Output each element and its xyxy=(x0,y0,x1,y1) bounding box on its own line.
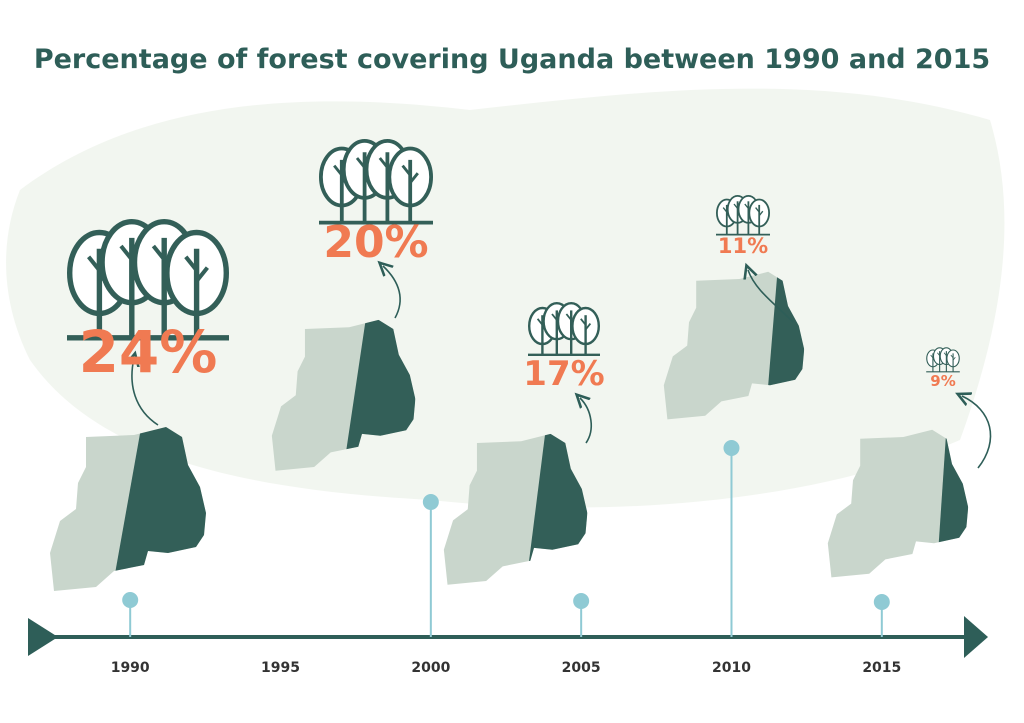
chart-title: Percentage of forest covering Uganda bet… xyxy=(33,44,991,75)
marker-dot xyxy=(422,494,439,510)
forest-icon xyxy=(715,194,771,236)
marker-dot xyxy=(723,440,740,456)
value-label: 20% xyxy=(323,217,428,268)
data-point-1990: 24% xyxy=(50,218,230,637)
tree-branch xyxy=(722,207,728,213)
map-land xyxy=(827,429,969,578)
uganda-map xyxy=(50,427,206,591)
tree-branch xyxy=(758,210,764,217)
tree-branch xyxy=(943,352,947,356)
tree-branch xyxy=(355,157,366,169)
value-label: 24% xyxy=(79,318,218,386)
tick-label: 1990 xyxy=(111,660,150,676)
tree-branch xyxy=(551,313,558,321)
forest-icon xyxy=(926,347,960,373)
tree-branch xyxy=(565,313,572,321)
tree-branch xyxy=(937,352,940,356)
value-label: 17% xyxy=(523,354,604,394)
tick-label: 2000 xyxy=(411,660,450,676)
callout-arrow xyxy=(962,396,992,469)
tree-branch xyxy=(950,354,954,359)
tick-label: 2005 xyxy=(562,660,601,676)
tree-branch xyxy=(536,318,544,326)
tree-branch xyxy=(184,255,199,272)
tree-branch xyxy=(378,157,389,169)
tree-branch xyxy=(87,255,101,272)
timeline-axis: 1990 1995 2000 2005 2010 2015 xyxy=(28,616,988,676)
value-label: 9% xyxy=(930,372,955,390)
tree-branch xyxy=(930,354,934,359)
tree-branch xyxy=(409,172,419,184)
tick-label: 1995 xyxy=(261,660,300,676)
callout-arrow xyxy=(132,358,159,426)
tree-branch xyxy=(151,244,166,261)
callout-arrow xyxy=(748,270,794,323)
tick-label: 2010 xyxy=(712,660,751,676)
tree-branch xyxy=(733,203,739,209)
value-label: 11% xyxy=(718,234,768,258)
forest-icon xyxy=(318,138,434,225)
tree-branch xyxy=(580,318,587,326)
marker-dot xyxy=(873,594,890,610)
axis-end-arrow xyxy=(964,616,988,658)
tree-branch xyxy=(401,164,412,176)
tree-branch xyxy=(952,357,956,361)
tick-label: 2015 xyxy=(862,660,901,676)
axis-start-cap xyxy=(28,618,58,656)
tree-branch xyxy=(744,203,749,209)
marker-dot xyxy=(122,592,139,608)
marker-dot xyxy=(573,593,590,609)
wash-shape xyxy=(6,88,1005,508)
data-marks: 24% 20% 17% 11% 9% xyxy=(50,138,992,637)
callout-arrow xyxy=(383,266,401,319)
background-wash xyxy=(6,88,1005,508)
tree-branch xyxy=(584,323,592,331)
forest-icon xyxy=(527,301,601,357)
tree-branch xyxy=(755,207,760,213)
callout-arrow xyxy=(580,398,593,444)
tree-branch xyxy=(195,266,209,283)
tree-branch xyxy=(333,164,343,176)
forest-icon xyxy=(66,218,230,341)
tree-branch xyxy=(119,244,134,261)
